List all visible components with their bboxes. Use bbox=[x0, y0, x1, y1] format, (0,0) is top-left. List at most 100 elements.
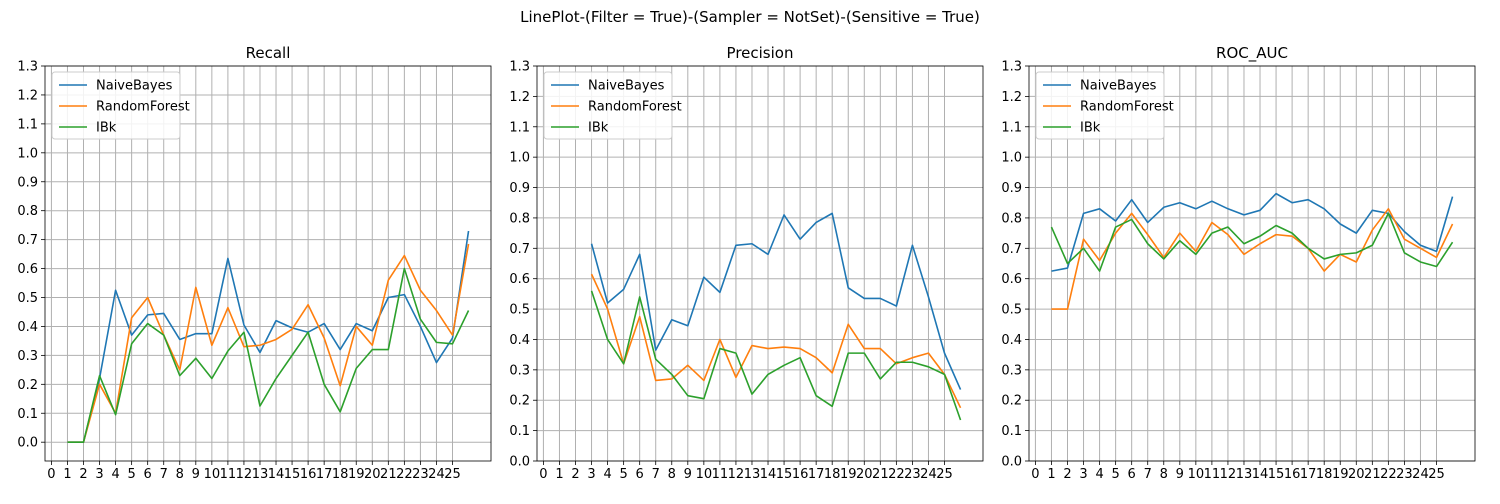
recall-panel-title: Recall bbox=[246, 44, 291, 62]
precision-legend-label-ibk: IBk bbox=[588, 121, 609, 136]
roc-auc-x-tick-label: 17 bbox=[1300, 467, 1317, 482]
precision-x-tick-label: 20 bbox=[856, 467, 873, 482]
roc-auc-x-tick-label: 16 bbox=[1284, 467, 1301, 482]
precision-y-tick-label: 1.3 bbox=[509, 60, 530, 75]
recall-x-tick-label: 22 bbox=[396, 467, 413, 482]
recall-y-tick-label: 1.1 bbox=[17, 117, 38, 132]
precision-y-tick-label: 0.8 bbox=[509, 211, 530, 226]
precision-x-tick-label: 6 bbox=[636, 467, 644, 482]
roc-auc-x-tick-label: 19 bbox=[1332, 467, 1349, 482]
precision-x-tick-label: 17 bbox=[808, 467, 825, 482]
roc-auc-legend-box bbox=[1035, 71, 1165, 140]
roc-auc-ibk-line bbox=[1050, 212, 1454, 272]
recall-x-tick-label: 10 bbox=[204, 467, 221, 482]
recall-y-tick-label: 0.0 bbox=[17, 436, 38, 451]
roc-auc-y-tick-label: 0.6 bbox=[1001, 272, 1022, 287]
roc-auc-legend-label-ibk: IBk bbox=[1080, 121, 1101, 136]
recall-y-tick-label: 0.1 bbox=[17, 407, 38, 422]
roc-auc-x-tick-label: 9 bbox=[1176, 467, 1184, 482]
roc-auc-x-tick-label: 2 bbox=[1063, 467, 1071, 482]
precision-x-tick-label: 15 bbox=[776, 467, 793, 482]
recall-axis-ticks: 0 1 2 3 4 5 6 7 8 9 10 11 12 13 14 15 16 17 18 19 20 21 22 23 24… bbox=[17, 60, 460, 483]
roc-auc-x-tick-label: 7 bbox=[1144, 467, 1152, 482]
precision-y-tick-label: 0.3 bbox=[509, 363, 530, 378]
precision-x-tick-label: 23 bbox=[904, 467, 921, 482]
precision-x-tick-label: 22 bbox=[888, 467, 905, 482]
recall-y-tick-label: 1.0 bbox=[17, 146, 38, 161]
roc-auc-x-tick-label: 12 bbox=[1220, 467, 1237, 482]
precision-legend: NaiveBayes RandomForest IBk bbox=[543, 71, 682, 140]
recall-x-tick-label: 3 bbox=[95, 467, 103, 482]
precision-x-tick-label: 7 bbox=[652, 467, 660, 482]
precision-x-tick-label: 4 bbox=[603, 467, 611, 482]
recall-naivebayes-line bbox=[67, 230, 470, 443]
roc-auc-x-tick-label: 22 bbox=[1380, 467, 1397, 482]
recall-x-tick-label: 20 bbox=[364, 467, 381, 482]
roc-auc-y-tick-label: 0.0 bbox=[1001, 455, 1022, 470]
roc-auc-x-tick-label: 3 bbox=[1079, 467, 1087, 482]
precision-x-tick-label: 10 bbox=[696, 467, 713, 482]
precision-y-tick-label: 0.4 bbox=[509, 333, 530, 348]
recall-x-tick-label: 16 bbox=[300, 467, 317, 482]
precision-x-tick-label: 8 bbox=[668, 467, 676, 482]
precision-y-tick-label: 0.6 bbox=[509, 272, 530, 287]
recall-x-tick-label: 21 bbox=[380, 467, 397, 482]
precision-x-tick-label: 0 bbox=[539, 467, 547, 482]
roc-auc-y-tick-label: 0.1 bbox=[1001, 424, 1022, 439]
precision-legend-label-naivebayes: NaiveBayes bbox=[588, 79, 665, 94]
recall-x-tick-label: 17 bbox=[316, 467, 333, 482]
precision-y-tick-label: 0.2 bbox=[509, 394, 530, 409]
precision-x-tick-label: 2 bbox=[571, 467, 579, 482]
recall-x-tick-label: 19 bbox=[348, 467, 365, 482]
roc-auc-y-tick-label: 0.5 bbox=[1001, 303, 1022, 318]
roc-auc-x-tick-label: 24 bbox=[1412, 467, 1429, 482]
roc-auc-x-tick-label: 18 bbox=[1316, 467, 1333, 482]
precision-legend-label-randomforest: RandomForest bbox=[588, 100, 682, 115]
precision-axes-frame bbox=[536, 65, 984, 462]
recall-legend-label-randomforest: RandomForest bbox=[96, 100, 190, 115]
roc-auc-x-tick-label: 25 bbox=[1428, 467, 1445, 482]
roc-auc-y-tick-label: 1.0 bbox=[1001, 151, 1022, 166]
recall-x-tick-label: 9 bbox=[192, 467, 200, 482]
recall-legend-box bbox=[51, 71, 181, 140]
roc-auc-x-tick-label: 10 bbox=[1188, 467, 1205, 482]
roc-auc-x-tick-label: 15 bbox=[1268, 467, 1285, 482]
roc-auc-legend-label-naivebayes: NaiveBayes bbox=[1080, 79, 1157, 94]
roc-auc-x-tick-label: 8 bbox=[1160, 467, 1168, 482]
precision-y-tick-label: 0.9 bbox=[509, 181, 530, 196]
recall-axes-frame bbox=[44, 65, 492, 462]
recall-y-tick-label: 0.8 bbox=[17, 204, 38, 219]
recall-x-tick-label: 15 bbox=[284, 467, 301, 482]
precision-y-tick-label: 1.2 bbox=[509, 90, 530, 105]
roc-auc-x-tick-label: 23 bbox=[1396, 467, 1413, 482]
recall-x-tick-label: 1 bbox=[63, 467, 71, 482]
roc-auc-series-lines bbox=[1050, 192, 1454, 310]
recall-y-tick-label: 1.3 bbox=[17, 60, 38, 75]
precision-x-tick-label: 19 bbox=[840, 467, 857, 482]
roc-auc-randomforest-line bbox=[1051, 208, 1454, 310]
recall-x-tick-label: 8 bbox=[176, 467, 184, 482]
recall-x-tick-label: 5 bbox=[127, 467, 135, 482]
recall-x-tick-label: 25 bbox=[444, 467, 461, 482]
roc-auc-x-tick-label: 6 bbox=[1128, 467, 1136, 482]
roc-auc-y-tick-label: 0.7 bbox=[1001, 242, 1022, 257]
precision-ibk-line bbox=[590, 290, 962, 421]
roc-auc-panel: ROC_AUC 0 1 2 3 4 5 6 7 8 9 10 11 12 13 14 15 16 17 18 19 20… bbox=[1001, 44, 1476, 482]
recall-x-tick-label: 4 bbox=[111, 467, 119, 482]
recall-y-tick-label: 0.4 bbox=[17, 320, 38, 335]
roc-auc-y-tick-label: 1.2 bbox=[1001, 90, 1022, 105]
recall-x-tick-label: 13 bbox=[252, 467, 269, 482]
precision-legend-box bbox=[543, 71, 673, 140]
precision-x-tick-label: 3 bbox=[587, 467, 595, 482]
precision-x-tick-label: 11 bbox=[712, 467, 729, 482]
roc-auc-x-tick-label: 13 bbox=[1236, 467, 1253, 482]
precision-x-tick-label: 5 bbox=[619, 467, 627, 482]
recall-y-tick-label: 0.6 bbox=[17, 262, 38, 277]
roc-auc-axes-frame bbox=[1028, 65, 1476, 462]
roc-auc-y-tick-label: 0.9 bbox=[1001, 181, 1022, 196]
precision-x-tick-label: 16 bbox=[792, 467, 809, 482]
roc-auc-legend: NaiveBayes RandomForest IBk bbox=[1035, 71, 1174, 140]
roc-auc-x-tick-label: 5 bbox=[1111, 467, 1119, 482]
